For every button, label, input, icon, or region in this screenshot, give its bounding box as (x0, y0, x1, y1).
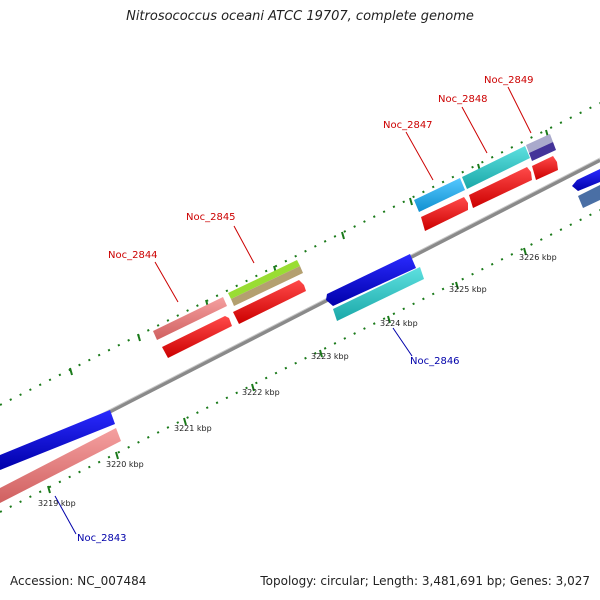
kbp-label: 3219 kbp (38, 499, 76, 508)
kbp-label: 3224 kbp (380, 319, 418, 328)
accession-text: Accession: NC_007484 (10, 574, 147, 588)
gene-label-noc-2844[interactable]: Noc_2844 (108, 250, 158, 261)
gene-label-noc-2848[interactable]: Noc_2848 (438, 94, 488, 105)
label-leaders (54, 86, 532, 535)
gene-arrow-noc-2848[interactable] (469, 167, 532, 208)
kbp-label: 3220 kbp (106, 460, 144, 469)
cog-track-outer (153, 134, 556, 340)
gene-label-noc-2845[interactable]: Noc_2845 (186, 212, 236, 223)
reverse-gene-track (0, 169, 600, 470)
gene-label-noc-2847[interactable]: Noc_2847 (383, 120, 433, 131)
map-title: Nitrosococcus oceani ATCC 19707, complet… (126, 9, 474, 24)
gene-arrow-noc-2844[interactable] (162, 316, 232, 358)
gene-labels: Noc_2844 Noc_2845 Noc_2847 Noc_2848 Noc_… (77, 75, 534, 544)
gene-arrow-noc-2845[interactable] (233, 280, 306, 324)
forward-gene-track (162, 156, 558, 358)
genome-stats-text: Topology: circular; Length: 3,481,691 bp… (260, 574, 590, 588)
kbp-label: 3222 kbp (242, 388, 280, 397)
kbp-labels: 3219 kbp 3220 kbp 3221 kbp 3222 kbp 3223… (38, 253, 557, 508)
gene-arrow-partial-right[interactable] (572, 169, 600, 191)
kbp-label: 3225 kbp (449, 285, 487, 294)
kbp-label: 3226 kbp (519, 253, 557, 262)
outer-tick-ring (0, 102, 600, 406)
kbp-label: 3221 kbp (174, 424, 212, 433)
gene-arrow-noc-2846[interactable] (326, 254, 416, 306)
gene-arrow-noc-2847[interactable] (421, 197, 468, 231)
gene-arrow-noc-2849[interactable] (532, 156, 558, 180)
gene-arrow-noc-2843[interactable] (0, 410, 115, 470)
cog-track-inner (0, 185, 600, 503)
gene-label-noc-2843[interactable]: Noc_2843 (77, 533, 127, 544)
inner-tick-ring (0, 209, 600, 513)
gene-label-noc-2849[interactable]: Noc_2849 (484, 75, 534, 86)
gene-label-noc-2846[interactable]: Noc_2846 (410, 356, 460, 367)
kbp-label: 3223 kbp (311, 352, 349, 361)
